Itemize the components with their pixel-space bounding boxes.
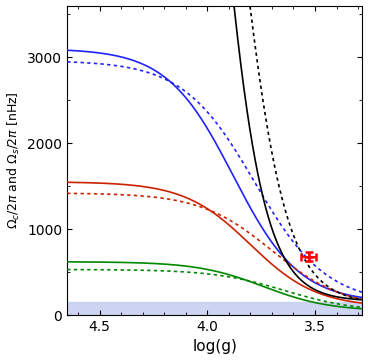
Y-axis label: $\Omega_c/2\pi$ and $\Omega_s/2\pi$ [nHz]: $\Omega_c/2\pi$ and $\Omega_s/2\pi$ [nHz… xyxy=(6,91,22,229)
Bar xyxy=(67,302,362,315)
X-axis label: log(g): log(g) xyxy=(192,339,237,355)
